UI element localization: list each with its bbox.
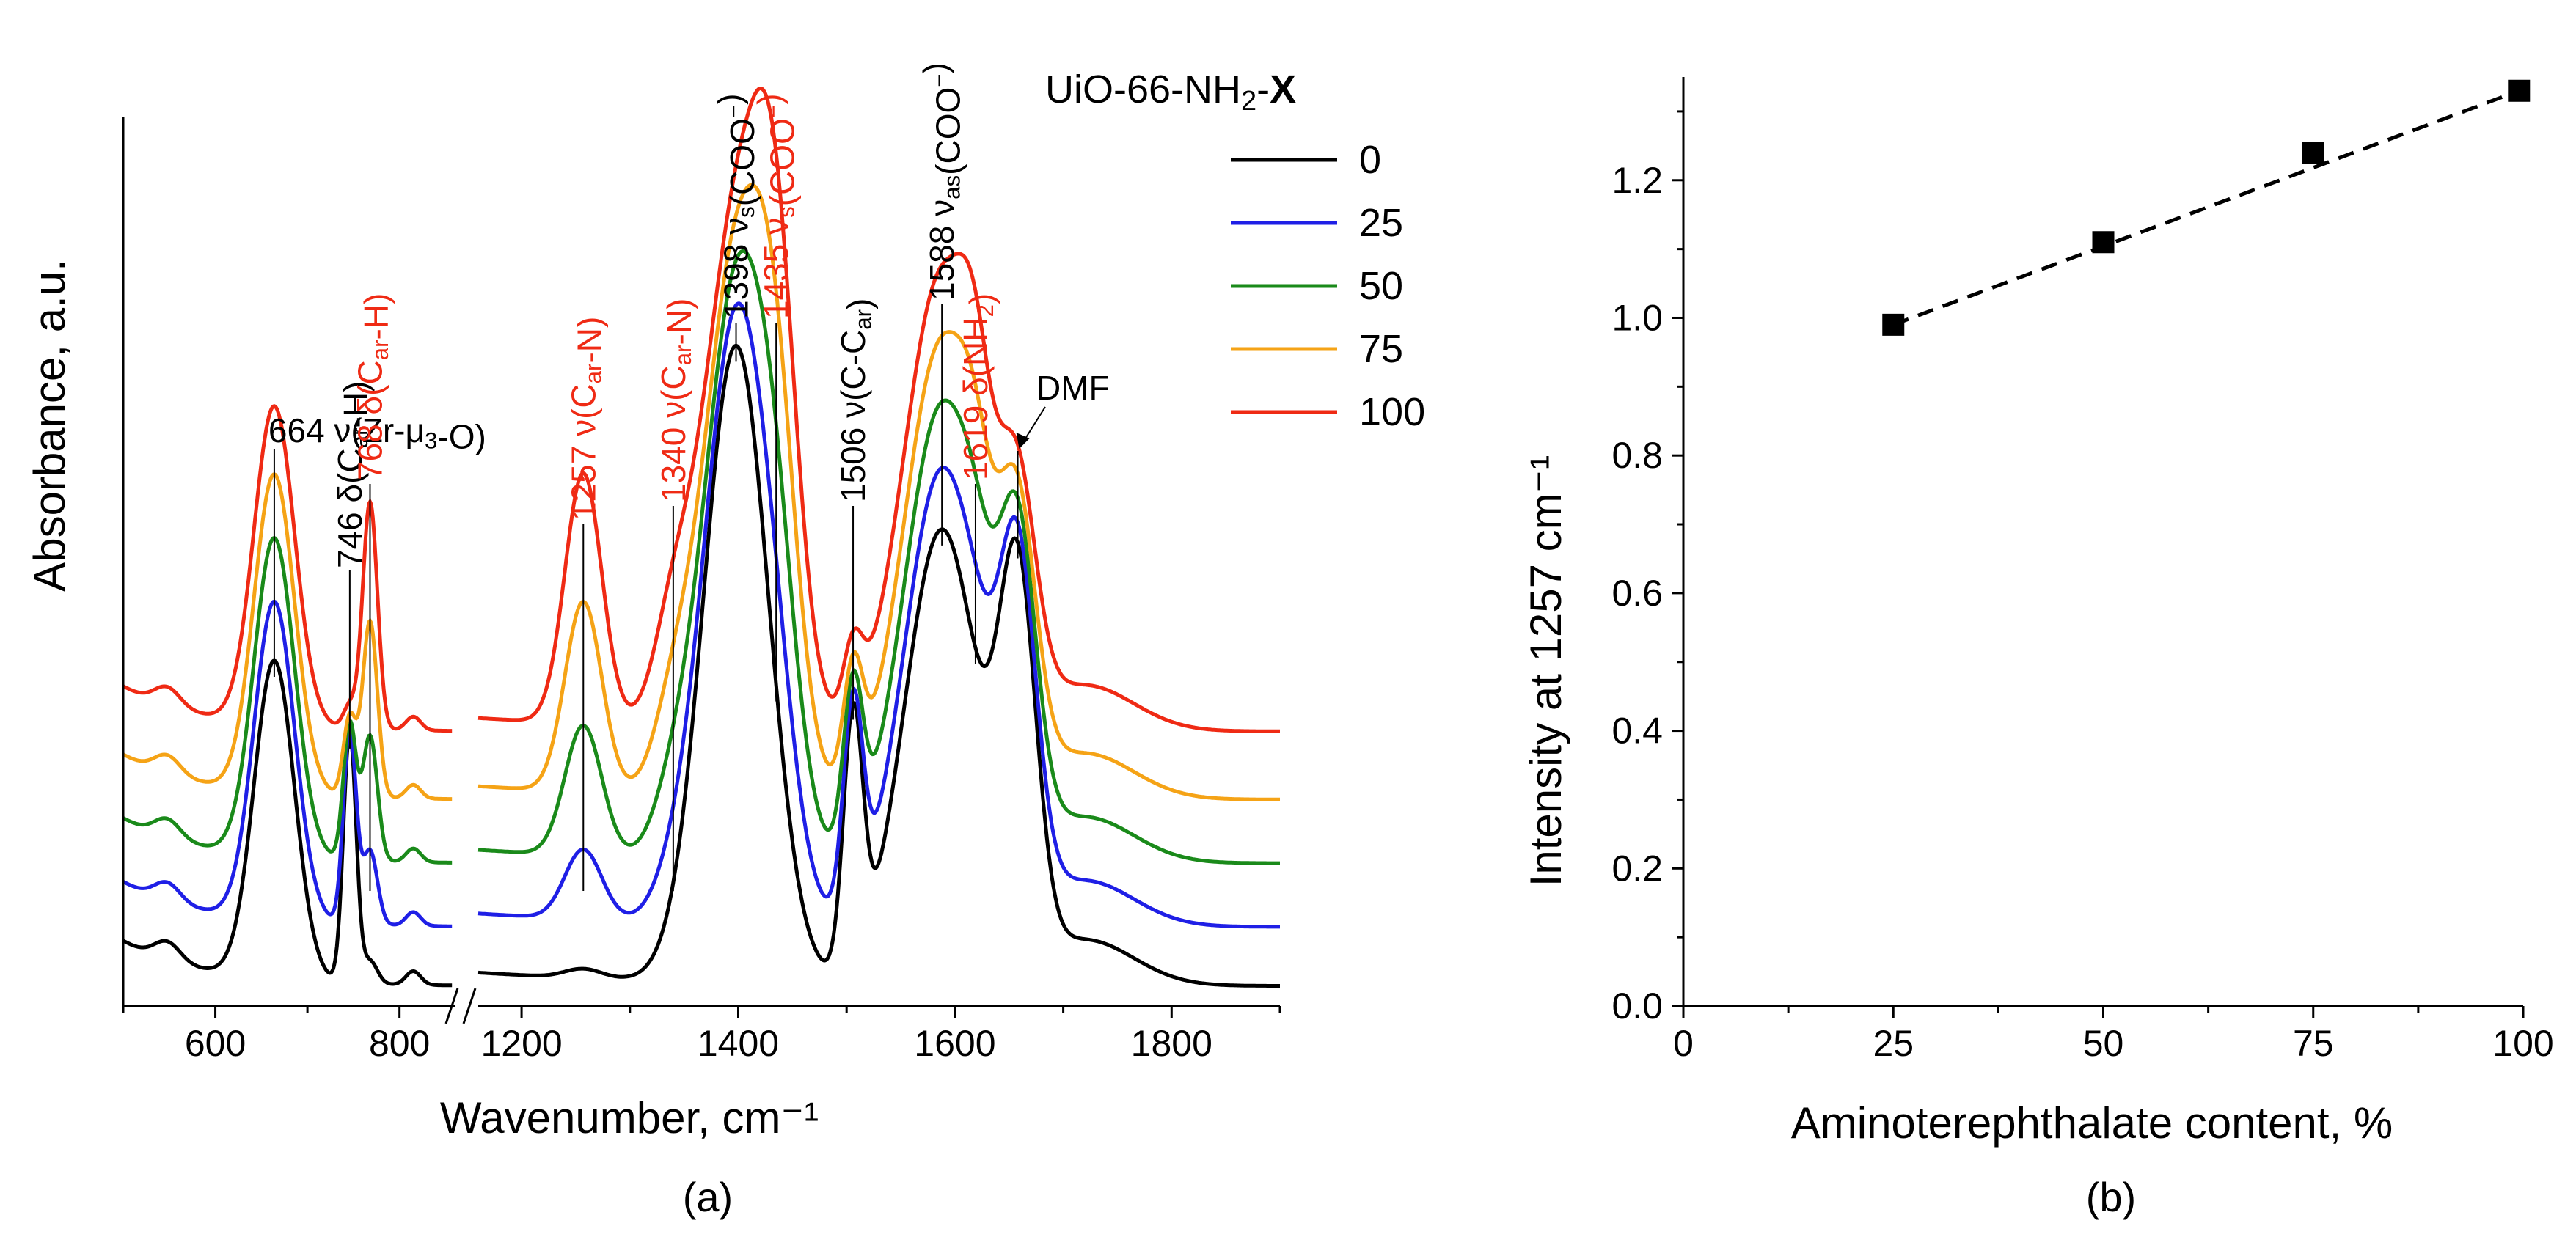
legend-label-0: 0 [1359, 138, 1381, 182]
panel-b-y-tick-label-0.0: 0.0 [1611, 985, 1663, 1027]
peak-annotation-1588: 1588 νas(COO−) [916, 62, 967, 546]
panel-b-intensity-plot: 0.0 0.2 0.4 0.6 0.8 1.0 1.2 0 25 50 75 100 Aminoter… [1521, 77, 2554, 1220]
panel-a-spectra: 664 ν(Zr-μ3-O)746 δ(Car-H)768 δ(Car-H) 12… [25, 62, 1425, 1220]
panel-a-axes: 600 800 1200 1400 1600 1800 [122, 117, 1281, 1064]
legend-label-100: 100 [1359, 390, 1425, 434]
peak-label-1658: DMF [1036, 369, 1110, 407]
peak-annotations: 664 ν(Zr-μ3-O)746 δ(Car-H)768 δ(Car-H) 12… [268, 62, 1110, 891]
panel-b-y-tick-label-1.0: 1.0 [1611, 297, 1663, 338]
spectrum-line-0-high [477, 343, 1280, 988]
spectrum-line-25-high [477, 301, 1280, 929]
peak-annotation-1257: 1257 ν(Car-N) [564, 317, 609, 891]
panel-b-axes: 0.0 0.2 0.4 0.6 0.8 1.0 1.2 0 25 50 75 100 [1611, 77, 2554, 1064]
peak-label-768: 768 δ(Car-H) [351, 293, 395, 480]
spectrum-line-50-high [477, 249, 1280, 865]
axis-break-mark-1 [444, 988, 459, 1024]
spectrum-line-50-low [122, 535, 453, 865]
panel-b-y-tick-label-1.2: 1.2 [1611, 160, 1663, 201]
spectrum-line-100-high [477, 87, 1280, 733]
spectra-curves [122, 87, 1280, 988]
legend-item-100: 100 [1231, 390, 1425, 434]
peak-label-1506: 1506 ν(C-Car) [834, 298, 878, 502]
peak-label-664: 664 ν(Zr-μ3-O) [268, 411, 486, 455]
spectrum-line-100-low [122, 404, 453, 733]
data-point-50 [2092, 231, 2115, 254]
peak-label-1435: 1435 νs(COO−) [750, 94, 801, 319]
axis-break-mark-2 [462, 988, 477, 1024]
panel-b-x-axis-title: Aminoterephthalate content, % [1791, 1098, 2393, 1148]
peak-label-1257: 1257 ν(Car-N) [564, 317, 608, 521]
peak-annotation-1398: 1398 νs(COO−) [710, 94, 761, 362]
spectrum-line-0-low [122, 658, 453, 988]
panel-a-x-tick-label-1400: 1400 [698, 1023, 779, 1064]
panel-a-x-tick-label-800: 800 [369, 1023, 430, 1064]
panel-a-x-tick-label-600: 600 [185, 1023, 246, 1064]
peak-label-1588: 1588 νas(COO−) [916, 62, 967, 301]
panel-b-x-tick-label-50: 50 [2083, 1023, 2124, 1064]
panel-b-points [1882, 79, 2531, 336]
panel-b-x-tick-label-25: 25 [1873, 1023, 1914, 1064]
legend-item-50: 50 [1231, 264, 1403, 308]
peak-annotation-1340: 1340 ν(Car-N) [654, 298, 698, 891]
peak-annotation-664: 664 ν(Zr-μ3-O) [268, 411, 486, 677]
panel-b-y-axis-title: Intensity at 1257 cm⁻¹ [1521, 455, 1570, 887]
panel-a-x-tick-label-1800: 1800 [1131, 1023, 1212, 1064]
panel-a-x-axis-title: Wavenumber, cm⁻¹ [440, 1093, 819, 1142]
panel-b-y-tick-label-0.8: 0.8 [1611, 435, 1663, 476]
panel-b-y-tick-label-0.6: 0.6 [1611, 573, 1663, 614]
peak-label-1619: 1619 δ(NH2) [956, 293, 1000, 480]
legend-label-25: 25 [1359, 201, 1403, 245]
legend-label-50: 50 [1359, 264, 1403, 308]
peak-annotation-1658: DMF [1016, 369, 1110, 559]
peak-annotation-1619: 1619 δ(NH2) [956, 293, 1000, 664]
legend: UiO-66-NH2-X 0 25 50 75 100 [1045, 67, 1425, 434]
peak-annotation-746: 746 δ(Car-H) [331, 381, 375, 749]
peak-annotation-1506: 1506 ν(C-Car) [834, 298, 878, 720]
legend-label-75: 75 [1359, 327, 1403, 371]
panel-a-y-axis-title: Absorbance, a.u. [25, 259, 74, 592]
panel-b-x-tick-label-0: 0 [1673, 1023, 1694, 1064]
panel-a-x-tick-label-1200: 1200 [480, 1023, 562, 1064]
panel-b-y-tick-label-0.2: 0.2 [1611, 848, 1663, 889]
panel-b-x-tick-label-100: 100 [2492, 1023, 2553, 1064]
panel-b-x-tick-label-75: 75 [2293, 1023, 2334, 1064]
spectrum-line-25-low [122, 599, 453, 928]
peak-label-1340: 1340 ν(Car-N) [654, 298, 698, 502]
panel-a-caption: (a) [683, 1174, 733, 1220]
dmf-arrow-head [1016, 433, 1030, 449]
panel-b-caption: (b) [2086, 1174, 2136, 1220]
data-point-99.5 [2508, 79, 2531, 102]
fit-line [1892, 89, 2520, 327]
peak-label-746: 746 δ(Car-H) [331, 381, 375, 568]
spectrum-line-75-high [477, 183, 1280, 801]
legend-item-0: 0 [1231, 138, 1381, 182]
spectrum-line-75-low [122, 472, 453, 801]
legend-item-75: 75 [1231, 327, 1403, 371]
peak-annotation-1435: 1435 νs(COO−) [750, 94, 801, 702]
data-point-75 [2302, 142, 2324, 164]
panel-b-y-tick-label-0.4: 0.4 [1611, 711, 1663, 752]
legend-item-25: 25 [1231, 201, 1403, 245]
panel-a-x-tick-label-1600: 1600 [914, 1023, 995, 1064]
peak-label-1398: 1398 νs(COO−) [710, 94, 761, 319]
legend-title: UiO-66-NH2-X [1045, 67, 1296, 117]
data-point-25 [1882, 313, 1905, 336]
peak-annotation-768: 768 δ(Car-H) [351, 293, 395, 891]
